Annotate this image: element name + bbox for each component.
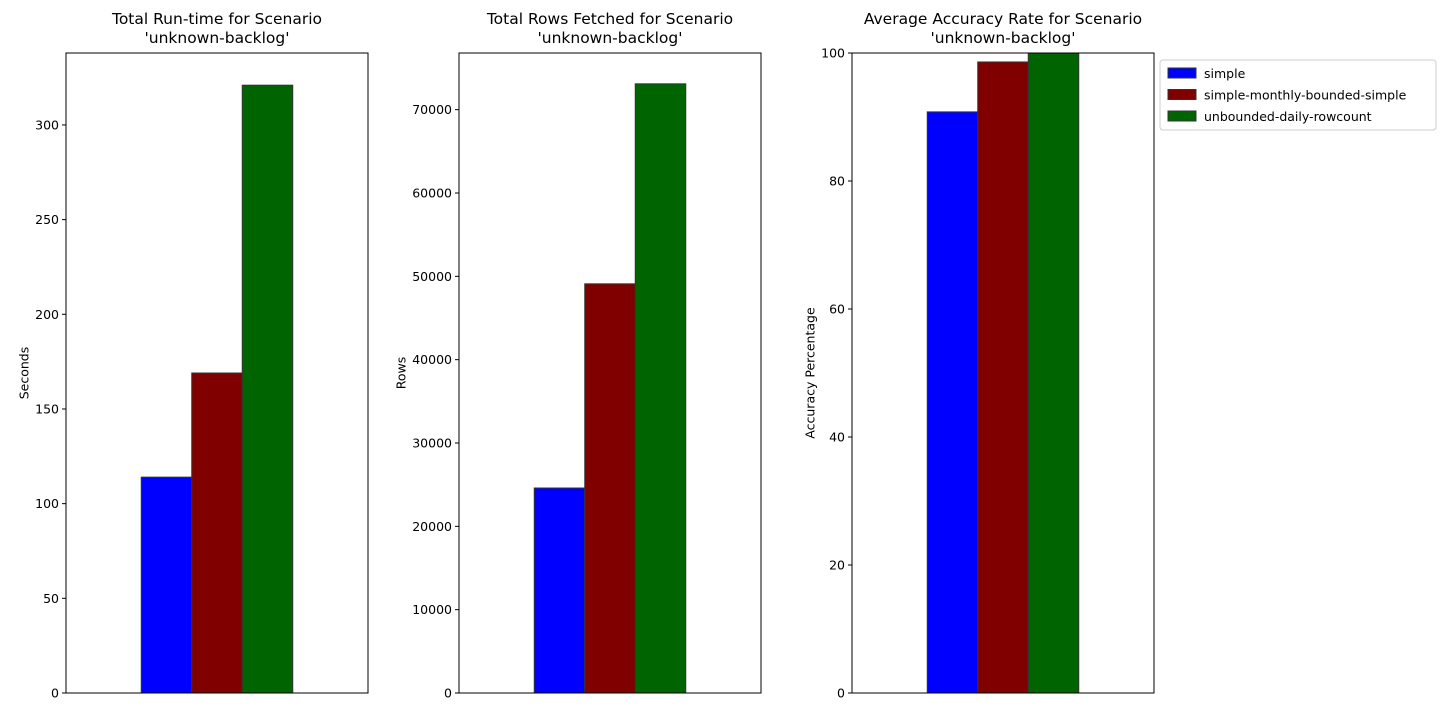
- y-axis-label: Seconds: [16, 347, 31, 400]
- y-tick-label: 30000: [412, 436, 452, 451]
- y-tick-label: 100: [821, 46, 845, 61]
- bar-simple: [140, 476, 193, 694]
- y-tick-label: 40: [829, 430, 845, 445]
- chart-panel-2: 0 10000 20000 30000 40000 50000 60000 70000 Rows…: [394, 10, 762, 701]
- chart-panel-3: 0 20 40 60 80 100 Accuracy Percentage Average A…: [802, 10, 1437, 701]
- y-axis-label: Accuracy Percentage: [802, 307, 817, 439]
- chart-title-line-2: 'unknown-backlog': [537, 29, 682, 47]
- chart-panel-1: 0 50 100 150 200 250 300 Seconds Total Run-time …: [16, 10, 369, 701]
- chart-title-line-2: 'unknown-backlog': [144, 29, 289, 47]
- y-tick-label: 60000: [412, 186, 452, 201]
- axes-frame: [65, 52, 369, 694]
- legend-label-simple: simple: [1204, 66, 1246, 81]
- bar-unbounded-daily-rowcount: [634, 83, 687, 694]
- y-tick-label: 100: [35, 496, 59, 511]
- chart-title-line-1: Total Rows Fetched for Scenario: [486, 10, 733, 28]
- chart-title-line-2: 'unknown-backlog': [930, 29, 1075, 47]
- y-tick-label: 200: [35, 307, 59, 322]
- legend-swatch-simple: [1167, 67, 1197, 79]
- y-axis-label: Rows: [394, 357, 409, 390]
- chart-title-line-1: Total Run-time for Scenario: [111, 10, 322, 28]
- chart-title-line-1: Average Accuracy Rate for Scenario: [864, 10, 1142, 28]
- axes-frame: [458, 52, 762, 694]
- legend-label-simple-monthly-bounded-simple: simple-monthly-bounded-simple: [1204, 88, 1407, 103]
- legend-swatch-unbounded-daily-rowcount: [1167, 110, 1197, 122]
- bar-unbounded-daily-rowcount: [241, 84, 294, 694]
- legend-swatch-simple-monthly-bounded-simple: [1167, 89, 1197, 100]
- bar-simple-monthly-bounded-simple: [584, 283, 636, 694]
- y-tick-label: 50000: [412, 269, 452, 284]
- legend-label-unbounded-daily-rowcount: unbounded-daily-rowcount: [1204, 109, 1372, 124]
- y-tick-label: 20000: [412, 519, 452, 534]
- axes-frame: [851, 52, 1155, 694]
- y-tick-label: 60: [829, 302, 845, 317]
- y-tick-label: 10000: [412, 602, 452, 617]
- y-tick-label: 80: [829, 174, 845, 189]
- y-tick-label: 70000: [412, 102, 452, 117]
- legend-box: [1159, 59, 1437, 131]
- y-tick-label: 250: [35, 212, 59, 227]
- legend: simple simple-monthly-bounded-simple unbou…: [1159, 59, 1437, 131]
- y-tick-label: 0: [444, 686, 452, 701]
- bar-simple-monthly-bounded-simple: [977, 61, 1029, 694]
- y-tick-label: 20: [829, 558, 845, 573]
- y-tick-label: 150: [35, 401, 59, 416]
- y-tick-label: 300: [35, 117, 59, 132]
- bar-simple: [533, 487, 586, 694]
- bar-unbounded-daily-rowcount: [1027, 52, 1080, 694]
- y-tick-label: 0: [837, 686, 845, 701]
- bar-simple-monthly-bounded-simple: [191, 372, 243, 694]
- y-tick-label: 50: [43, 591, 59, 606]
- bar-simple: [926, 111, 979, 694]
- y-tick-label: 0: [51, 686, 59, 701]
- y-tick-label: 40000: [412, 352, 452, 367]
